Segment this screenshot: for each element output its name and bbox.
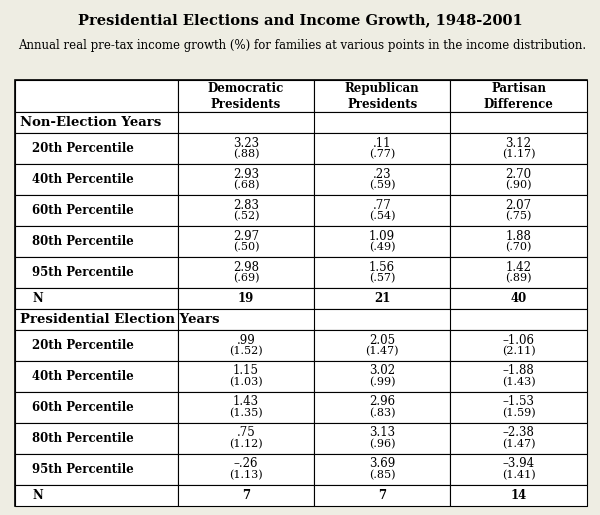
Text: –2.38: –2.38 (503, 426, 535, 439)
Text: 19: 19 (238, 292, 254, 305)
Text: 21: 21 (374, 292, 390, 305)
Text: (.85): (.85) (369, 470, 395, 480)
Text: 2.98: 2.98 (233, 261, 259, 273)
Text: 40: 40 (511, 292, 527, 305)
Text: (.99): (.99) (369, 376, 395, 387)
Text: (.68): (.68) (233, 180, 259, 190)
Text: 1.09: 1.09 (369, 230, 395, 243)
Text: Non-Election Years: Non-Election Years (20, 116, 161, 129)
Text: N: N (32, 292, 43, 305)
Text: 3.13: 3.13 (369, 426, 395, 439)
Text: 7: 7 (242, 489, 250, 502)
Text: Presidential Election Years: Presidential Election Years (20, 313, 219, 326)
Text: (1.43): (1.43) (502, 376, 535, 387)
Text: 60th Percentile: 60th Percentile (32, 204, 134, 217)
Text: (.50): (.50) (233, 242, 259, 252)
Text: (.89): (.89) (505, 273, 532, 283)
Text: (1.59): (1.59) (502, 407, 535, 418)
Text: (1.41): (1.41) (502, 470, 535, 480)
Text: (.57): (.57) (369, 273, 395, 283)
Text: –1.88: –1.88 (503, 365, 535, 377)
Text: 1.15: 1.15 (233, 365, 259, 377)
Text: 95th Percentile: 95th Percentile (32, 463, 134, 476)
Text: (1.13): (1.13) (229, 470, 263, 480)
Text: Republican
Presidents: Republican Presidents (345, 81, 419, 111)
Text: 2.97: 2.97 (233, 230, 259, 243)
Text: 20th Percentile: 20th Percentile (32, 339, 134, 352)
Text: (.49): (.49) (369, 242, 395, 252)
Text: 1.88: 1.88 (506, 230, 532, 243)
Text: –1.06: –1.06 (502, 334, 535, 347)
Text: 40th Percentile: 40th Percentile (32, 370, 134, 383)
Text: 60th Percentile: 60th Percentile (32, 401, 134, 414)
Text: (1.47): (1.47) (502, 439, 535, 449)
Text: –3.94: –3.94 (502, 457, 535, 470)
Text: (1.12): (1.12) (229, 439, 263, 449)
Text: 7: 7 (378, 489, 386, 502)
Text: (.75): (.75) (505, 211, 532, 221)
Text: (.59): (.59) (369, 180, 395, 190)
Text: 20th Percentile: 20th Percentile (32, 142, 134, 155)
Text: N: N (32, 489, 43, 502)
Text: (.52): (.52) (233, 211, 259, 221)
Text: .23: .23 (373, 168, 391, 181)
Text: (.69): (.69) (233, 273, 259, 283)
Text: 1.56: 1.56 (369, 261, 395, 273)
Text: 3.12: 3.12 (505, 137, 532, 150)
Text: (.88): (.88) (233, 149, 259, 159)
Text: 14: 14 (511, 489, 527, 502)
Text: (.70): (.70) (505, 242, 532, 252)
Text: 2.05: 2.05 (369, 334, 395, 347)
Text: .99: .99 (236, 334, 256, 347)
Text: 1.42: 1.42 (505, 261, 532, 273)
Text: (.90): (.90) (505, 180, 532, 190)
Text: 3.69: 3.69 (369, 457, 395, 470)
Text: (2.11): (2.11) (502, 346, 535, 356)
Text: 2.07: 2.07 (505, 199, 532, 212)
Text: .75: .75 (236, 426, 256, 439)
Text: (1.35): (1.35) (229, 407, 263, 418)
Text: 1.43: 1.43 (233, 396, 259, 408)
Text: (.77): (.77) (369, 149, 395, 159)
Text: .11: .11 (373, 137, 391, 150)
Text: 95th Percentile: 95th Percentile (32, 266, 134, 279)
Text: 40th Percentile: 40th Percentile (32, 173, 134, 186)
Text: (1.52): (1.52) (229, 346, 263, 356)
Text: Partisan
Difference: Partisan Difference (484, 81, 553, 111)
Text: 3.23: 3.23 (233, 137, 259, 150)
Text: .77: .77 (373, 199, 391, 212)
Text: –.26: –.26 (234, 457, 258, 470)
Text: (1.03): (1.03) (229, 376, 263, 387)
Text: 80th Percentile: 80th Percentile (32, 235, 134, 248)
Text: 3.02: 3.02 (369, 365, 395, 377)
Text: Annual real pre-tax income growth (%) for families at various points in the inco: Annual real pre-tax income growth (%) fo… (18, 39, 586, 52)
Text: Democratic
Presidents: Democratic Presidents (208, 81, 284, 111)
Text: (.83): (.83) (369, 407, 395, 418)
Text: 2.70: 2.70 (505, 168, 532, 181)
Text: 80th Percentile: 80th Percentile (32, 432, 134, 445)
Text: (1.17): (1.17) (502, 149, 535, 159)
Text: Presidential Elections and Income Growth, 1948-2001: Presidential Elections and Income Growth… (77, 13, 523, 27)
Text: –1.53: –1.53 (502, 396, 535, 408)
Text: (.54): (.54) (369, 211, 395, 221)
Text: 2.93: 2.93 (233, 168, 259, 181)
Text: (1.47): (1.47) (365, 346, 399, 356)
Text: 2.83: 2.83 (233, 199, 259, 212)
Text: 2.96: 2.96 (369, 396, 395, 408)
Text: (.96): (.96) (369, 439, 395, 449)
